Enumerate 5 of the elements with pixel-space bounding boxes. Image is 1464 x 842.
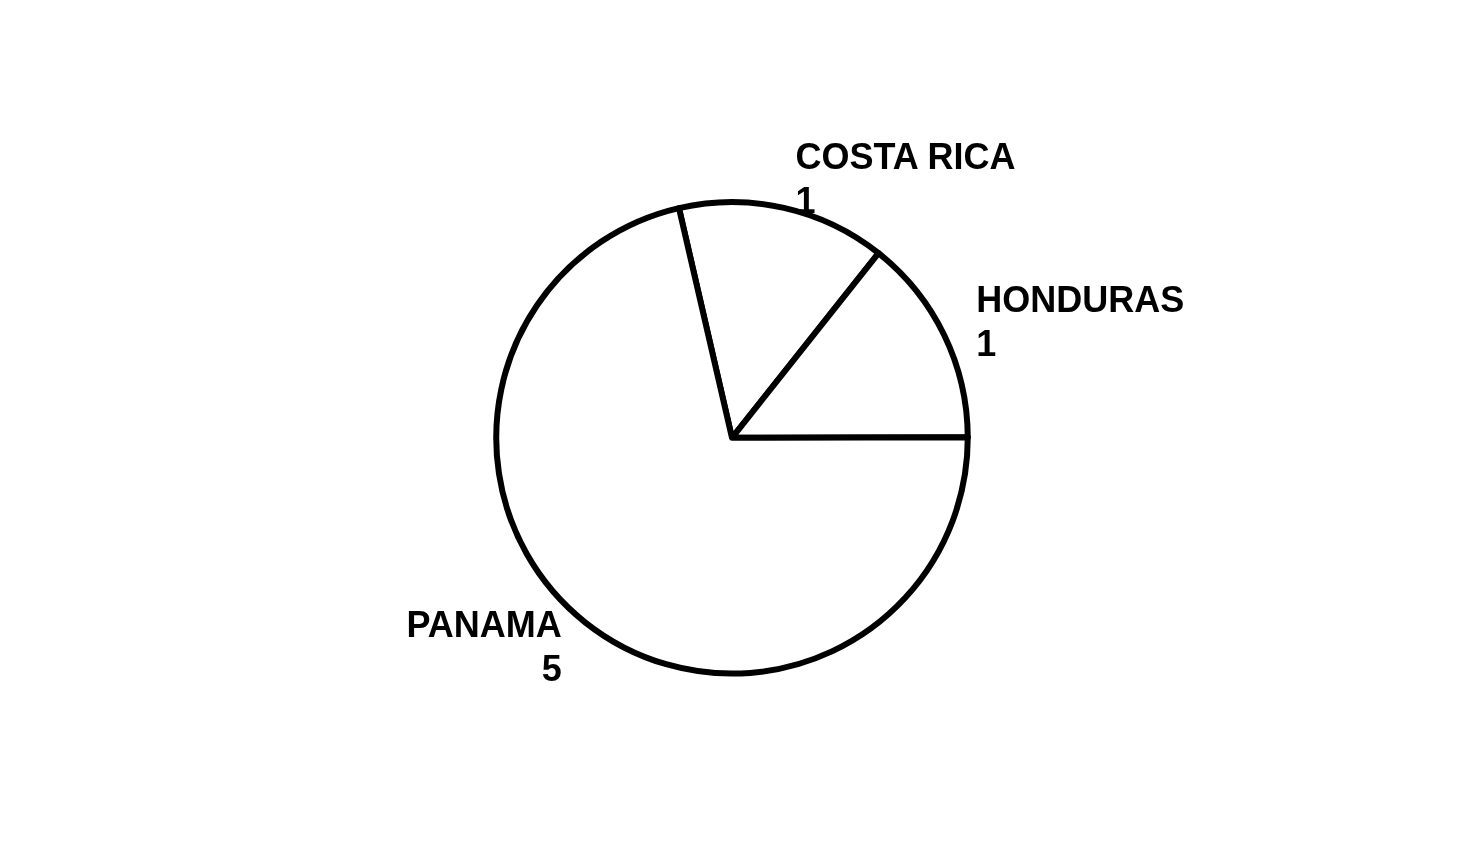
data-label: 5	[541, 647, 562, 689]
data-label: 1	[976, 323, 997, 365]
slice-label: HONDURAS	[976, 279, 1185, 321]
slice-label: PANAMA	[406, 603, 562, 645]
slice-label: COSTA RICA	[795, 136, 1016, 178]
